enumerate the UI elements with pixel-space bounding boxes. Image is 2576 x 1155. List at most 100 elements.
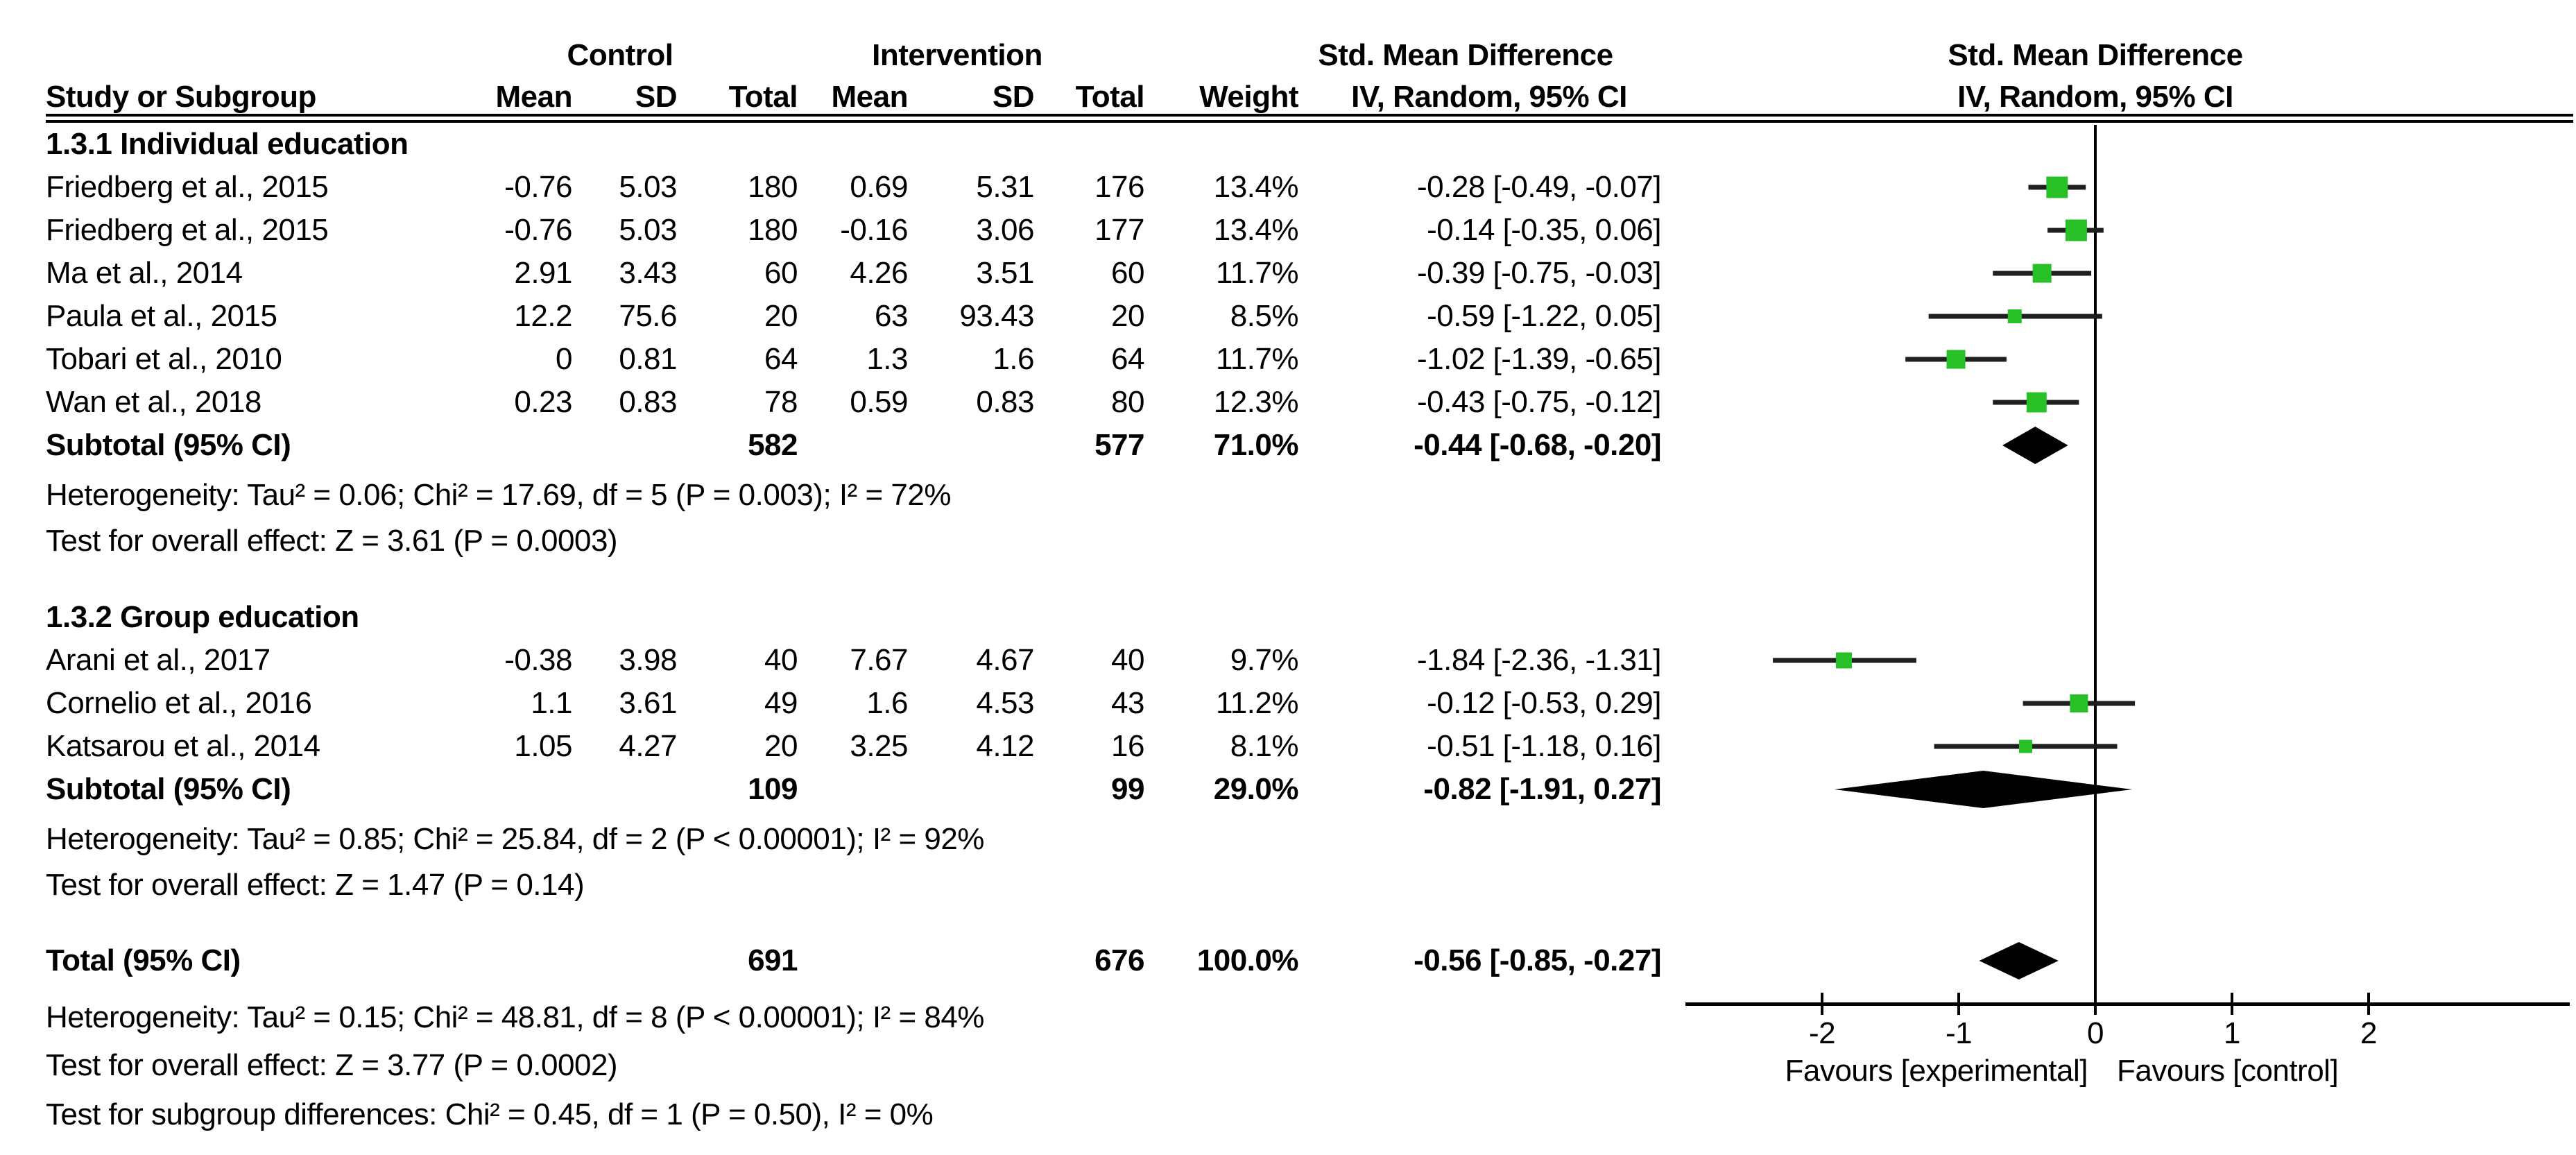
- method-column-header: IV, Random, 95% CI: [1351, 80, 1627, 114]
- smd-plot-header: Std. Mean Difference: [1948, 38, 2243, 72]
- ci-cell: -0.39 [-0.75, -0.03]: [1417, 256, 1662, 290]
- study-column-header: Study or Subgroup: [46, 80, 316, 114]
- i_sd-cell: 3.51: [976, 256, 1034, 290]
- c_mean-cell: 12.2: [514, 299, 572, 333]
- overall-effect-note-text: Test for overall effect: Z = 3.61 (P = 0…: [46, 524, 618, 558]
- c_sd-cell: 5.03: [619, 170, 677, 204]
- zero-line: [2094, 125, 2097, 1004]
- c_total-cell: 20: [764, 299, 798, 333]
- i_sd-cell: 4.53: [976, 686, 1034, 720]
- c_mean-cell: 1.05: [514, 729, 572, 763]
- axis-tick-label: -1: [1945, 1016, 1973, 1050]
- c_total-cell: 60: [764, 256, 798, 290]
- weight-cell: 8.5%: [1230, 299, 1299, 333]
- i_mean-cell: 3.25: [850, 729, 908, 763]
- study-cell: Friedberg et al., 2015: [46, 170, 329, 204]
- i_total-cell: 43: [1111, 686, 1144, 720]
- i_mean-cell: 7.67: [850, 643, 908, 677]
- subtotal-row: Subtotal (95% CI) 582 577 71.0% -0.44 [-0.68…: [0, 430, 2576, 461]
- ci-cell: -0.51 [-1.18, 0.16]: [1427, 729, 1661, 763]
- i_sd-cell: 3.06: [976, 213, 1034, 247]
- axis-tick-label: 1: [2224, 1016, 2240, 1050]
- study-cell: Paula et al., 2015: [46, 299, 277, 333]
- heterogeneity-note: Heterogeneity: Tau² = 0.06; Chi² = 17.69…: [0, 480, 2576, 511]
- total-diamond: [1979, 942, 2059, 979]
- c_mean-cell: 2.91: [514, 256, 572, 290]
- i_sd-cell: 93.43: [959, 299, 1034, 333]
- study-cell: Subtotal (95% CI): [46, 772, 291, 806]
- effect-marker: [2070, 694, 2088, 712]
- c_mean-cell: -0.76: [504, 213, 572, 247]
- intervention-mean-header: Mean: [831, 80, 909, 114]
- c_sd-cell: 0.83: [619, 385, 677, 419]
- total-overall-effect-note-text: Test for overall effect: Z = 3.77 (P = 0…: [46, 1048, 618, 1082]
- i_total-cell: 577: [1094, 428, 1144, 462]
- study-cell: Cornelio et al., 2016: [46, 686, 312, 720]
- header-rule-top: [46, 114, 2573, 117]
- c_mean-cell: -0.38: [504, 643, 572, 677]
- c_total-cell: 40: [764, 643, 798, 677]
- subgroup-heading-text: 1.3.2 Group education: [46, 600, 359, 634]
- i_total-cell: 16: [1111, 729, 1144, 763]
- axis-tick: [1957, 993, 1960, 1015]
- header-rule-bottom: [46, 120, 2573, 123]
- i_mean-cell: 0.59: [850, 385, 908, 419]
- i_mean-cell: 1.6: [866, 686, 908, 720]
- effect-marker: [2019, 739, 2033, 753]
- smd-column-header: Std. Mean Difference: [1318, 38, 1613, 72]
- ci-cell: -0.12 [-0.53, 0.29]: [1427, 686, 1661, 720]
- overall-effect-note-text: Test for overall effect: Z = 1.47 (P = 0…: [46, 868, 585, 902]
- intervention-total-header: Total: [1075, 80, 1145, 114]
- subtotal-row: Subtotal (95% CI) 109 99 29.0% -0.82 [-1.91,…: [0, 774, 2576, 805]
- method-plot-header: IV, Random, 95% CI: [1957, 80, 2233, 114]
- effect-marker: [1836, 652, 1853, 669]
- i_total-cell: 99: [1111, 772, 1144, 806]
- weight-cell: 9.7%: [1230, 643, 1299, 677]
- effect-marker: [2026, 392, 2047, 413]
- study-cell: Total (95% CI): [46, 943, 241, 977]
- axis-tick-label: 0: [2087, 1016, 2104, 1050]
- c_sd-cell: 5.03: [619, 213, 677, 247]
- ci-cell: -0.59 [-1.22, 0.05]: [1427, 299, 1661, 333]
- c_total-cell: 20: [764, 729, 798, 763]
- subgroup-heading: 1.3.2 Group education: [0, 602, 2576, 633]
- weight-cell: 13.4%: [1213, 170, 1299, 204]
- weight-cell: 11.2%: [1216, 686, 1299, 720]
- effect-marker: [1946, 350, 1966, 369]
- ci-cell: -0.43 [-0.75, -0.12]: [1417, 385, 1662, 419]
- study-cell: Subtotal (95% CI): [46, 428, 291, 462]
- c_sd-cell: 75.6: [619, 299, 677, 333]
- favours-experimental-label: Favours [experimental]: [1785, 1054, 2088, 1088]
- i_mean-cell: 0.69: [850, 170, 908, 204]
- study-row: Ma et al., 2014 2.91 3.43 60 4.26 3.51 60 11.7%…: [0, 258, 2576, 289]
- subgroup-heading-text: 1.3.1 Individual education: [46, 127, 409, 161]
- effect-marker: [2007, 309, 2022, 323]
- c_total-cell: 49: [764, 686, 798, 720]
- ci-cell: -1.84 [-2.36, -1.31]: [1417, 643, 1662, 677]
- overall-effect-note: Test for overall effect: Z = 3.61 (P = 0…: [0, 526, 2576, 556]
- i_total-cell: 176: [1094, 170, 1144, 204]
- c_sd-cell: 3.61: [619, 686, 677, 720]
- axis-tick: [1821, 993, 1823, 1015]
- intervention-sd-header: SD: [992, 80, 1035, 114]
- i_total-cell: 20: [1111, 299, 1144, 333]
- c_sd-cell: 3.98: [619, 643, 677, 677]
- c_total-cell: 691: [748, 943, 798, 977]
- c_mean-cell: 0: [556, 342, 572, 376]
- heterogeneity-note-text: Heterogeneity: Tau² = 0.85; Chi² = 25.84…: [46, 822, 984, 856]
- weight-cell: 13.4%: [1213, 213, 1299, 247]
- weight-cell: 29.0%: [1213, 772, 1299, 806]
- subgroup-heading: 1.3.1 Individual education: [0, 129, 2576, 160]
- study-row: Tobari et al., 2010 0 0.81 64 1.3 1.6 64 11.7% -…: [0, 344, 2576, 375]
- control-mean-header: Mean: [495, 80, 573, 114]
- study-cell: Arani et al., 2017: [46, 643, 271, 677]
- c_sd-cell: 4.27: [619, 729, 677, 763]
- overall-effect-note: Test for overall effect: Z = 1.47 (P = 0…: [0, 870, 2576, 900]
- study-cell: Friedberg et al., 2015: [46, 213, 329, 247]
- weight-cell: 11.7%: [1216, 342, 1299, 376]
- axis-tick: [2231, 993, 2233, 1015]
- study-cell: Katsarou et al., 2014: [46, 729, 320, 763]
- i_sd-cell: 4.12: [976, 729, 1034, 763]
- effect-marker: [2065, 219, 2087, 241]
